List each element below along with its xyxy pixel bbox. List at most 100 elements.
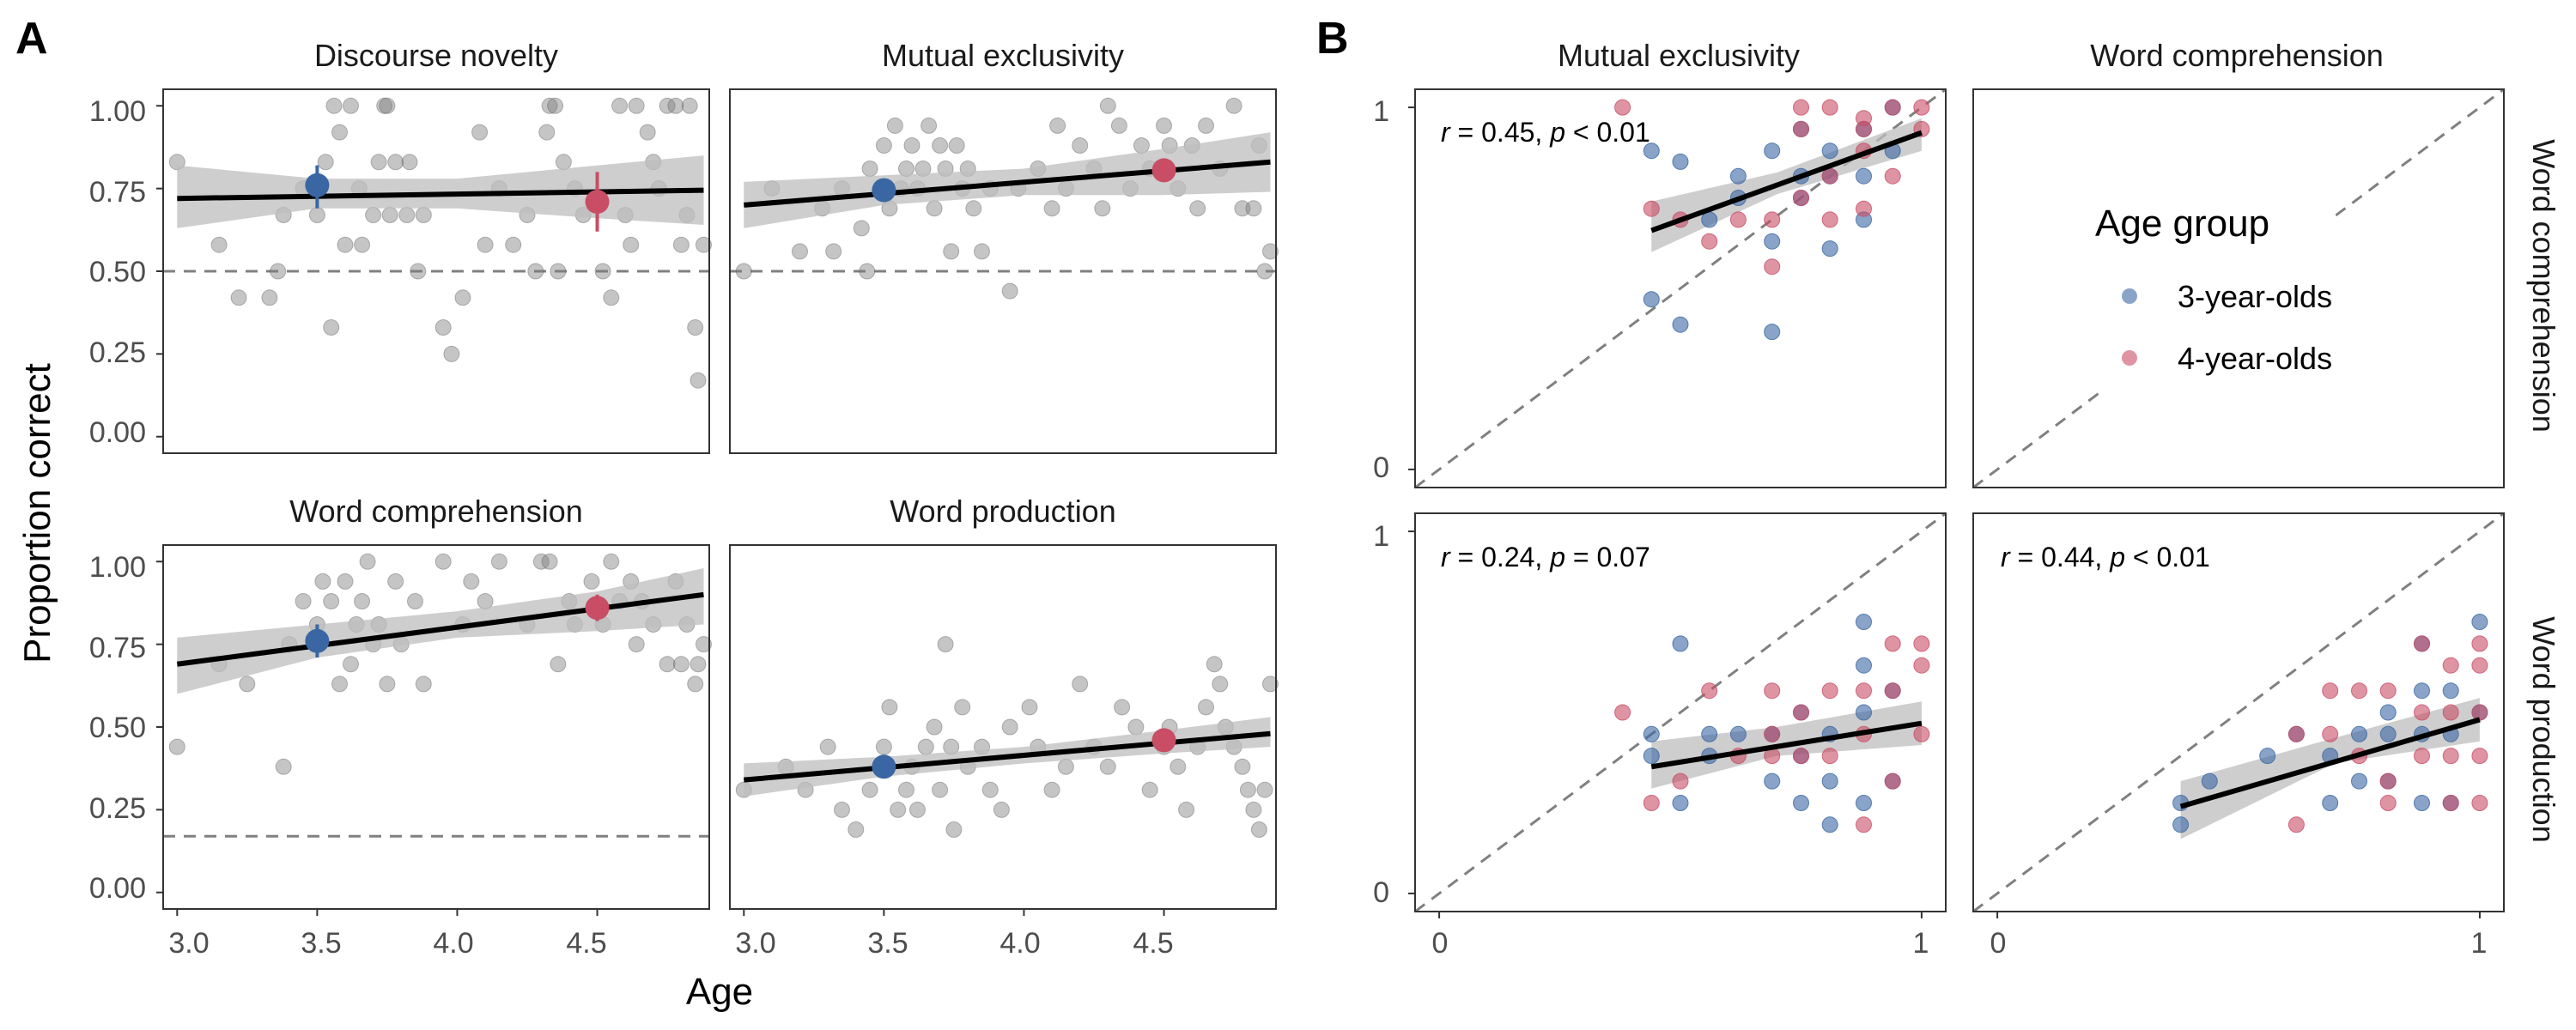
data-point <box>1110 117 1127 134</box>
identity-line <box>1414 88 1947 489</box>
data-point <box>2471 704 2488 721</box>
data-point <box>2322 725 2339 742</box>
data-point <box>295 593 312 609</box>
panel-b-column-strip-1: Mutual exclusivity <box>1558 38 1800 73</box>
data-point <box>1856 200 1872 217</box>
data-point <box>1701 211 1718 228</box>
data-point <box>672 236 690 253</box>
data-point <box>2201 772 2218 790</box>
data-point <box>1701 233 1718 250</box>
data-point <box>1643 142 1660 160</box>
data-point <box>454 289 471 306</box>
data-point <box>932 137 949 154</box>
data-point <box>1072 676 1089 693</box>
data-point <box>550 656 567 673</box>
data-point <box>343 97 359 114</box>
data-point <box>981 781 999 798</box>
x-tick-label: 4.5 <box>1133 927 1173 960</box>
group-mean-point <box>305 173 330 197</box>
panel-a-facet-2 <box>729 88 1279 454</box>
x-tick-label: 0 <box>1432 927 1449 960</box>
panel-b-column-strip-2: Word comprehension <box>2090 38 2384 73</box>
data-point <box>690 372 707 389</box>
data-point <box>1672 795 1689 811</box>
data-point <box>886 117 903 134</box>
data-point <box>909 801 926 818</box>
data-point <box>917 738 934 755</box>
data-point <box>1049 117 1066 134</box>
data-point <box>1856 657 1872 674</box>
data-point <box>792 243 808 260</box>
data-point <box>1256 263 1273 280</box>
data-point <box>541 553 558 570</box>
data-point <box>1856 704 1872 721</box>
data-point <box>861 781 878 798</box>
data-point <box>898 781 914 798</box>
data-point <box>1057 758 1074 775</box>
data-point <box>1043 781 1060 798</box>
panel-a-facet-1 <box>156 88 712 454</box>
data-point <box>2172 816 2190 833</box>
y-tick-label: 0.25 <box>89 792 146 825</box>
data-point <box>547 97 564 114</box>
data-point <box>920 117 938 134</box>
data-point <box>1764 142 1781 160</box>
data-point <box>261 289 278 306</box>
data-point <box>1856 795 1872 811</box>
data-point <box>681 97 698 114</box>
data-point <box>1262 243 1279 260</box>
panel-a-x-ticks-left: 3.0 3.5 4.0 4.5 <box>168 927 606 960</box>
x-tick-label: 3.5 <box>301 927 341 960</box>
data-point <box>1764 772 1781 790</box>
data-point <box>2442 657 2459 674</box>
panel-a-y-axis-title: Proportion correct <box>16 363 58 663</box>
data-point <box>943 243 960 260</box>
data-point <box>1672 772 1689 790</box>
data-point <box>2442 795 2459 811</box>
data-point <box>550 263 567 280</box>
confidence-band <box>744 132 1271 228</box>
facet-strip-mutual-exclusivity: Mutual exclusivity <box>882 38 1124 73</box>
data-point <box>1156 117 1172 134</box>
data-point <box>230 289 247 306</box>
data-point <box>1672 316 1689 333</box>
data-point <box>945 821 963 838</box>
panel-b-x-ticks: 0 1 0 1 <box>1432 927 2488 960</box>
y-tick-label: 0 <box>1373 876 1389 909</box>
y-tick-label: 0.00 <box>89 416 146 449</box>
correlation-annotation-wc-wp: r = 0.44, p < 0.01 <box>2001 542 2210 573</box>
data-point <box>1127 718 1145 736</box>
data-point <box>1672 635 1689 652</box>
data-point <box>2471 614 2488 630</box>
data-point <box>1170 758 1187 775</box>
panel-b-letter: B <box>1316 14 1349 64</box>
data-point <box>555 154 572 171</box>
data-point <box>2322 682 2339 700</box>
panel-b-facet-3 <box>1972 512 2505 918</box>
data-point <box>527 263 544 280</box>
y-tick-label: 0.00 <box>89 872 146 905</box>
data-point <box>1793 748 1809 765</box>
y-tick-label: 0.25 <box>89 336 146 369</box>
data-point <box>834 801 850 818</box>
data-point <box>401 154 418 171</box>
data-point <box>2414 635 2430 652</box>
group-mean-point <box>585 190 610 215</box>
y-tick-label: 0.50 <box>89 256 146 288</box>
data-point <box>505 236 522 253</box>
data-point <box>926 718 943 736</box>
x-tick-label: 4.0 <box>433 927 473 960</box>
data-point <box>2379 795 2397 811</box>
data-point <box>407 593 423 609</box>
data-point <box>1821 748 1838 765</box>
regression-line <box>1650 720 1923 770</box>
data-point <box>1884 635 1901 652</box>
group-mean-point <box>872 178 896 203</box>
data-point <box>323 593 340 609</box>
data-point <box>434 319 452 336</box>
data-point <box>1245 200 1262 217</box>
data-point <box>875 137 892 154</box>
data-point <box>2351 682 2367 700</box>
data-point <box>376 97 393 114</box>
